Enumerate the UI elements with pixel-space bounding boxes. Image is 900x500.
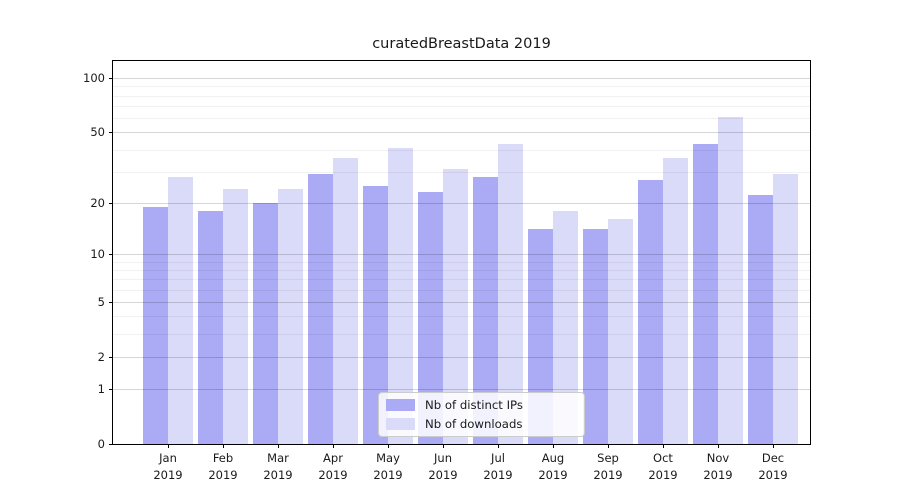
legend-label-distinct-ips: Nb of distinct IPs xyxy=(425,398,523,413)
gridline xyxy=(113,334,810,335)
bar-nov-downloads xyxy=(718,116,743,444)
bar-sep-downloads xyxy=(608,219,633,444)
x-tick-label: Nov 2019 xyxy=(703,451,733,482)
legend-item: Nb of distinct IPs xyxy=(379,398,584,412)
x-tick-label: Oct 2019 xyxy=(648,451,678,482)
y-tick-label: 1 xyxy=(97,382,105,397)
bar-dec-downloads xyxy=(773,174,798,444)
bar-apr-downloads xyxy=(333,157,358,444)
bottom-spine xyxy=(112,444,811,445)
x-tick-label: May 2019 xyxy=(373,451,403,482)
gridline xyxy=(113,279,810,280)
x-tick-label: Jul 2019 xyxy=(483,451,513,482)
x-tick-mark xyxy=(278,444,279,448)
y-tick-mark xyxy=(109,301,113,303)
plot-area xyxy=(113,61,810,444)
bar-nov-distinct-ips xyxy=(693,144,718,444)
x-tick-label: Jun 2019 xyxy=(428,451,458,482)
top-spine xyxy=(112,60,811,61)
bar-mar-downloads xyxy=(278,188,303,444)
x-tick-label: Dec 2019 xyxy=(758,451,788,482)
x-tick-label: Sep 2019 xyxy=(593,451,623,482)
x-tick-mark xyxy=(773,444,774,448)
y-tick-label: 0 xyxy=(97,437,105,451)
gridline xyxy=(113,132,810,133)
gridline xyxy=(113,262,810,263)
gridline xyxy=(113,316,810,317)
bar-jan-distinct-ips xyxy=(143,206,168,444)
y-tick-mark xyxy=(109,132,113,134)
legend-swatch-distinct-ips-icon xyxy=(386,399,415,412)
gridline xyxy=(113,86,810,87)
bar-sep-distinct-ips xyxy=(583,229,608,444)
gridline xyxy=(113,290,810,291)
legend: Nb of distinct IPs Nb of downloads xyxy=(378,392,585,437)
legend-item: Nb of downloads xyxy=(379,417,584,431)
gridline xyxy=(113,96,810,97)
bar-apr-distinct-ips xyxy=(308,174,333,444)
gridline xyxy=(113,357,810,358)
gridline xyxy=(113,118,810,119)
x-tick-mark xyxy=(223,444,224,448)
legend-label-downloads: Nb of downloads xyxy=(425,416,523,431)
x-tick-label: Mar 2019 xyxy=(263,451,293,482)
x-tick-mark xyxy=(443,444,444,448)
y-tick-label: 2 xyxy=(97,349,105,364)
bar-feb-downloads xyxy=(223,188,248,444)
y-tick-label: 5 xyxy=(97,294,105,309)
chart-title: curatedBreastData 2019 xyxy=(372,36,551,52)
gridline xyxy=(113,106,810,107)
x-tick-mark xyxy=(718,444,719,448)
x-tick-label: Apr 2019 xyxy=(318,451,348,482)
x-tick-mark xyxy=(498,444,499,448)
x-tick-label: Jan 2019 xyxy=(153,451,183,482)
gridline xyxy=(113,172,810,173)
x-tick-mark xyxy=(388,444,389,448)
y-tick-mark xyxy=(109,253,113,255)
bar-mar-distinct-ips xyxy=(253,202,278,444)
x-tick-mark xyxy=(663,444,664,448)
legend-swatch-downloads-icon xyxy=(386,417,415,430)
bar-jan-downloads xyxy=(168,177,193,444)
y-tick-mark xyxy=(109,78,113,80)
gridline xyxy=(113,389,810,390)
gridline xyxy=(113,150,810,151)
right-spine xyxy=(810,60,811,445)
bar-dec-distinct-ips xyxy=(748,195,773,444)
bar-oct-downloads xyxy=(663,157,688,444)
y-tick-mark xyxy=(109,202,113,204)
bar-feb-distinct-ips xyxy=(198,210,223,444)
x-tick-label: Feb 2019 xyxy=(208,451,238,482)
x-tick-mark xyxy=(608,444,609,448)
left-spine xyxy=(112,60,113,445)
y-tick-mark xyxy=(109,389,113,391)
y-tick-mark xyxy=(109,356,113,358)
gridline xyxy=(113,270,810,271)
y-tick-mark xyxy=(109,444,113,445)
y-tick-label: 50 xyxy=(90,125,105,140)
x-tick-mark xyxy=(168,444,169,448)
x-tick-label: Aug 2019 xyxy=(538,451,568,482)
gridline xyxy=(113,78,810,79)
x-tick-mark xyxy=(553,444,554,448)
gridline xyxy=(113,203,810,204)
y-tick-label: 20 xyxy=(90,195,105,210)
y-tick-label: 10 xyxy=(90,246,105,261)
bar-oct-distinct-ips xyxy=(638,179,663,444)
y-tick-label: 100 xyxy=(83,71,105,86)
gridline xyxy=(113,302,810,303)
gridline xyxy=(113,254,810,255)
x-tick-mark xyxy=(333,444,334,448)
